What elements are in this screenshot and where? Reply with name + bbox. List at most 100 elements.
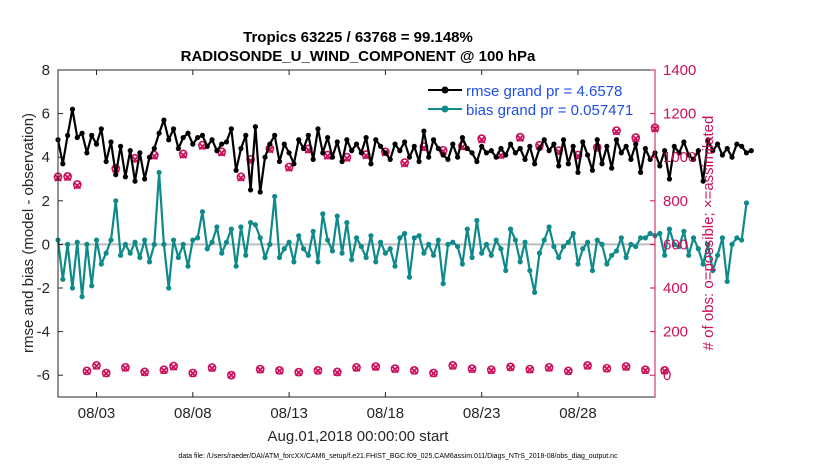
rmse-point xyxy=(580,139,586,145)
obs-possible-marker xyxy=(294,367,304,377)
bias-point xyxy=(344,220,350,226)
obs-assimilated-marker xyxy=(73,181,82,190)
obs-assimilated-marker xyxy=(352,364,361,372)
rmse-point xyxy=(690,156,697,162)
obs-assimilated-marker xyxy=(487,366,496,375)
y-left-tick-label: -6 xyxy=(37,367,50,384)
rmse-point xyxy=(565,161,571,167)
bias-point xyxy=(247,220,254,226)
y-left-tick-label: 2 xyxy=(42,193,50,210)
bias-point xyxy=(435,237,441,243)
y-right-tick-label: 1400 xyxy=(663,62,696,79)
bias-point xyxy=(65,241,71,247)
bias-point xyxy=(440,281,446,287)
rmse-point xyxy=(233,167,239,173)
bias-point xyxy=(267,241,273,247)
rmse-point xyxy=(560,137,567,143)
bias-point xyxy=(556,254,562,261)
obs-assimilated-marker xyxy=(391,365,399,374)
rmse-point xyxy=(377,143,384,149)
bias-point xyxy=(464,226,470,232)
rmse-point xyxy=(556,163,562,169)
rmse-point xyxy=(180,134,186,141)
rmse-point xyxy=(551,141,557,147)
rmse-bias-series-layer xyxy=(55,106,754,300)
bias-point xyxy=(724,278,730,285)
bias-point xyxy=(493,237,499,243)
obs-possible-marker xyxy=(612,126,621,136)
rmse-point xyxy=(411,143,417,149)
obs-assimilated-marker xyxy=(314,367,322,375)
obs-possible-marker xyxy=(602,363,612,373)
rmse-point xyxy=(320,150,326,156)
rmse-point xyxy=(623,143,629,149)
bias-point xyxy=(175,254,181,261)
rmse-point xyxy=(532,161,538,167)
rmse-point xyxy=(214,148,220,154)
bias-point xyxy=(180,241,186,247)
obs-possible-marker xyxy=(544,362,554,372)
rmse-point xyxy=(358,150,364,156)
bias-point xyxy=(353,235,360,241)
obs-possible-marker xyxy=(631,133,641,142)
y-right-tick-label: 600 xyxy=(663,236,688,253)
bias-point xyxy=(387,246,393,252)
bias-point xyxy=(325,237,331,243)
rmse-point xyxy=(344,137,350,143)
bias-point xyxy=(512,237,518,243)
bias-point xyxy=(373,259,379,265)
rmse-point xyxy=(204,143,210,149)
rmse-point xyxy=(122,174,129,180)
bias-point xyxy=(156,169,162,176)
bias-point xyxy=(238,224,244,230)
rmse-point xyxy=(281,141,287,147)
rmse-point xyxy=(657,163,663,169)
obs-possible-marker xyxy=(429,368,438,378)
rmse-point xyxy=(334,139,340,145)
bias-point xyxy=(445,241,451,247)
bias-point xyxy=(686,252,692,258)
bias-point xyxy=(69,285,76,291)
legend-bias-marker xyxy=(441,105,449,113)
legend-bias-label: bias grand pr = 0.057471 xyxy=(466,102,633,119)
bias-point xyxy=(474,217,480,224)
obs-assimilated-marker xyxy=(564,367,573,376)
obs-possible-marker xyxy=(409,366,419,375)
bias-point xyxy=(161,241,167,247)
obs-assimilated-marker xyxy=(448,362,457,370)
obs-assimilated-marker xyxy=(323,152,332,160)
obs-possible-marker xyxy=(332,367,342,377)
obs-assimilated-marker xyxy=(545,364,553,372)
obs-assimilated-marker xyxy=(169,363,178,371)
legend: rmse grand pr = 4.6578 bias grand pr = 0… xyxy=(418,78,650,119)
rmse-point xyxy=(695,148,701,154)
obs-assimilated-marker xyxy=(256,365,265,374)
left-y-axis: -6 -4 -2 0 2 4 6 8 xyxy=(37,62,63,384)
rmse-point xyxy=(93,141,100,147)
rmse-point xyxy=(633,141,639,147)
bias-point xyxy=(392,263,398,269)
bias-point xyxy=(503,267,509,274)
rmse-point xyxy=(185,130,191,136)
bias-point xyxy=(320,211,326,217)
bias-point xyxy=(402,230,408,237)
bias-point xyxy=(146,259,153,265)
series-rmse xyxy=(55,106,754,195)
bias-point xyxy=(406,274,413,280)
bias-point xyxy=(455,243,461,250)
rmse-point xyxy=(305,132,311,138)
rmse-point xyxy=(734,141,740,147)
obs-possible-marker xyxy=(72,180,82,189)
y-right-tick-label: 1200 xyxy=(663,106,696,123)
obs-assimilated-marker xyxy=(622,363,630,371)
bias-point xyxy=(671,241,677,247)
legend-box xyxy=(418,78,650,118)
rmse-point xyxy=(739,143,745,149)
bias-point xyxy=(536,250,543,256)
rmse-point xyxy=(507,141,514,147)
rmse-point xyxy=(170,126,177,132)
x-tick-label: 08/13 xyxy=(270,405,308,422)
rmse-point xyxy=(618,150,624,156)
rmse-point xyxy=(132,178,138,184)
y-left-tick-label: 8 xyxy=(42,62,50,79)
